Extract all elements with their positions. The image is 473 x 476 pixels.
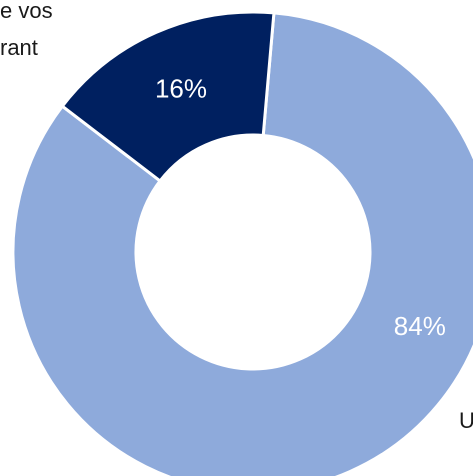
cut-off-text-top-line-2: rant [0, 35, 38, 60]
donut-hole [136, 135, 370, 369]
donut-slice-label-0: 84% [394, 311, 446, 341]
cut-off-text-right: U [459, 408, 473, 433]
cut-off-text-top-line-1: e vos [0, 0, 53, 23]
donut-slice-label-1: 16% [155, 74, 207, 104]
